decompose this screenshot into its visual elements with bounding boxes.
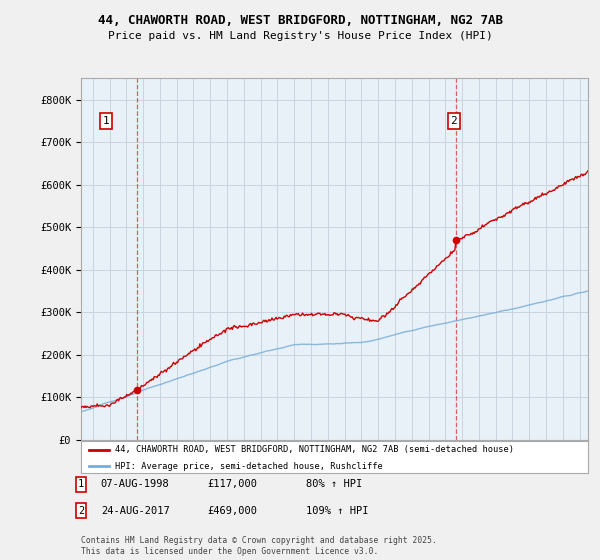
Text: £469,000: £469,000 bbox=[207, 506, 257, 516]
Text: 2: 2 bbox=[451, 116, 457, 126]
Text: 24-AUG-2017: 24-AUG-2017 bbox=[101, 506, 170, 516]
Text: 44, CHAWORTH ROAD, WEST BRIDGFORD, NOTTINGHAM, NG2 7AB: 44, CHAWORTH ROAD, WEST BRIDGFORD, NOTTI… bbox=[97, 14, 503, 27]
Text: 1: 1 bbox=[103, 116, 110, 126]
Text: 1: 1 bbox=[78, 479, 84, 489]
Text: 2: 2 bbox=[78, 506, 84, 516]
Text: 07-AUG-1998: 07-AUG-1998 bbox=[101, 479, 170, 489]
Text: HPI: Average price, semi-detached house, Rushcliffe: HPI: Average price, semi-detached house,… bbox=[115, 461, 383, 470]
Text: 44, CHAWORTH ROAD, WEST BRIDGFORD, NOTTINGHAM, NG2 7AB (semi-detached house): 44, CHAWORTH ROAD, WEST BRIDGFORD, NOTTI… bbox=[115, 445, 514, 454]
Text: 109% ↑ HPI: 109% ↑ HPI bbox=[306, 506, 368, 516]
Text: Contains HM Land Registry data © Crown copyright and database right 2025.
This d: Contains HM Land Registry data © Crown c… bbox=[81, 536, 437, 556]
Text: Price paid vs. HM Land Registry's House Price Index (HPI): Price paid vs. HM Land Registry's House … bbox=[107, 31, 493, 41]
Text: 80% ↑ HPI: 80% ↑ HPI bbox=[306, 479, 362, 489]
Text: £117,000: £117,000 bbox=[207, 479, 257, 489]
